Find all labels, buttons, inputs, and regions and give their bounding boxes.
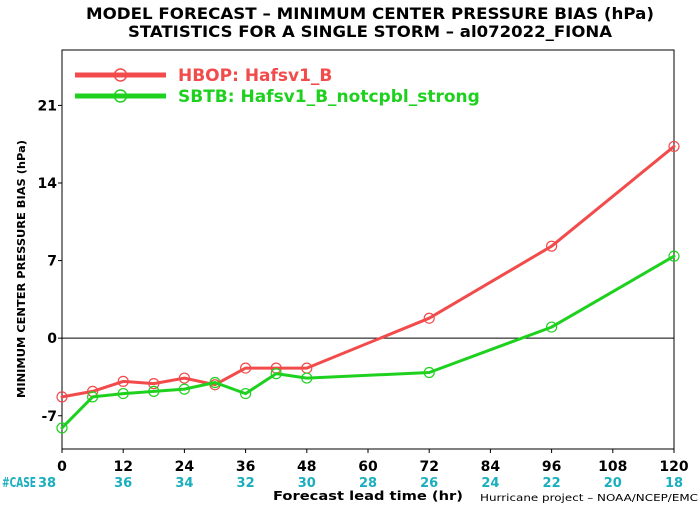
chart-title: MODEL FORECAST – MINIMUM CENTER PRESSURE…: [86, 4, 654, 23]
case-count-label: #CASE: [2, 476, 36, 491]
series-0-data-point: [117, 375, 129, 387]
case-count: 36: [114, 476, 132, 491]
legend-label: SBTB: Hafsv1_B_notcpbl_strong: [178, 87, 480, 107]
series-0-data-point: [423, 312, 435, 324]
series-1-data-point: [240, 387, 252, 400]
case-count-row: 38 36 34 32 30 28 26 24 22 20 18: [38, 476, 683, 491]
series-0-data-point: [240, 362, 252, 374]
x-tick-label: 24: [175, 459, 195, 475]
plot-area: [56, 49, 680, 450]
x-tick-label: 72: [419, 459, 438, 475]
legend-entry-0: HBOP: Hafsv1_B: [75, 66, 332, 86]
case-count: 34: [175, 476, 193, 491]
y-tick-label: 7: [47, 254, 57, 270]
series-1-data-point: [545, 321, 558, 333]
series-1-data-point: [209, 376, 221, 389]
series-1-data-point: [423, 366, 435, 379]
x-tick-label: 120: [659, 459, 688, 475]
series-0-data-point: [668, 140, 680, 153]
legend-marker: [113, 89, 128, 103]
legend-marker: [113, 68, 128, 82]
case-count: 32: [237, 476, 255, 491]
legend-label: HBOP: Hafsv1_B: [178, 66, 332, 86]
data-series: [56, 140, 680, 434]
series-1-data-point: [117, 387, 129, 400]
series-1-data-point: [86, 391, 99, 403]
y-tick-label: 0: [47, 331, 57, 347]
x-tick-label: 60: [358, 459, 378, 475]
case-count: 22: [543, 476, 561, 491]
y-axis-label: MINIMUM CENTER PRESSURE BIAS (hPa): [15, 140, 28, 398]
y-tick-label: -7: [41, 409, 57, 425]
series-0-data-point: [56, 391, 68, 403]
case-count: 24: [481, 476, 499, 491]
x-tick-label: 48: [297, 459, 316, 475]
x-axis: 0 12 24 36 48 60 72 84 96 108 120: [57, 449, 689, 475]
y-tick-label: 21: [38, 98, 57, 114]
series-1-data-point: [178, 383, 190, 395]
x-tick-label: 84: [481, 459, 501, 475]
y-axis: -7 0 7 14 21: [38, 98, 62, 425]
case-count: 38: [38, 476, 56, 491]
series-1-data-point: [668, 250, 680, 262]
case-count: 26: [420, 476, 438, 491]
case-count: 18: [665, 476, 683, 491]
x-tick-label: 12: [113, 459, 132, 475]
x-tick-label: 36: [236, 459, 255, 475]
series-1-data-point: [270, 368, 282, 380]
y-tick-label: 14: [38, 176, 58, 192]
x-axis-label: Forecast lead time (hr): [273, 488, 463, 503]
series-0-data-point: [545, 240, 558, 252]
credit-text: Hurricane project – NOAA/NCEP/EMC: [480, 493, 698, 504]
series-0-data-point: [148, 378, 160, 390]
case-count: 30: [298, 476, 316, 491]
case-count: 28: [359, 476, 377, 491]
series-1-data-point: [148, 385, 160, 397]
series-1-data-point: [301, 372, 313, 384]
x-tick-label: 108: [598, 459, 627, 475]
case-count: 20: [604, 476, 622, 491]
series-0-data-point: [178, 372, 190, 384]
x-tick-label: 96: [542, 459, 561, 475]
x-tick-label: 0: [57, 459, 67, 475]
series-1-data-point: [56, 422, 68, 434]
legend-entry-1: SBTB: Hafsv1_B_notcpbl_strong: [75, 87, 480, 107]
chart-subtitle: STATISTICS FOR A SINGLE STORM – al072022…: [128, 22, 613, 41]
